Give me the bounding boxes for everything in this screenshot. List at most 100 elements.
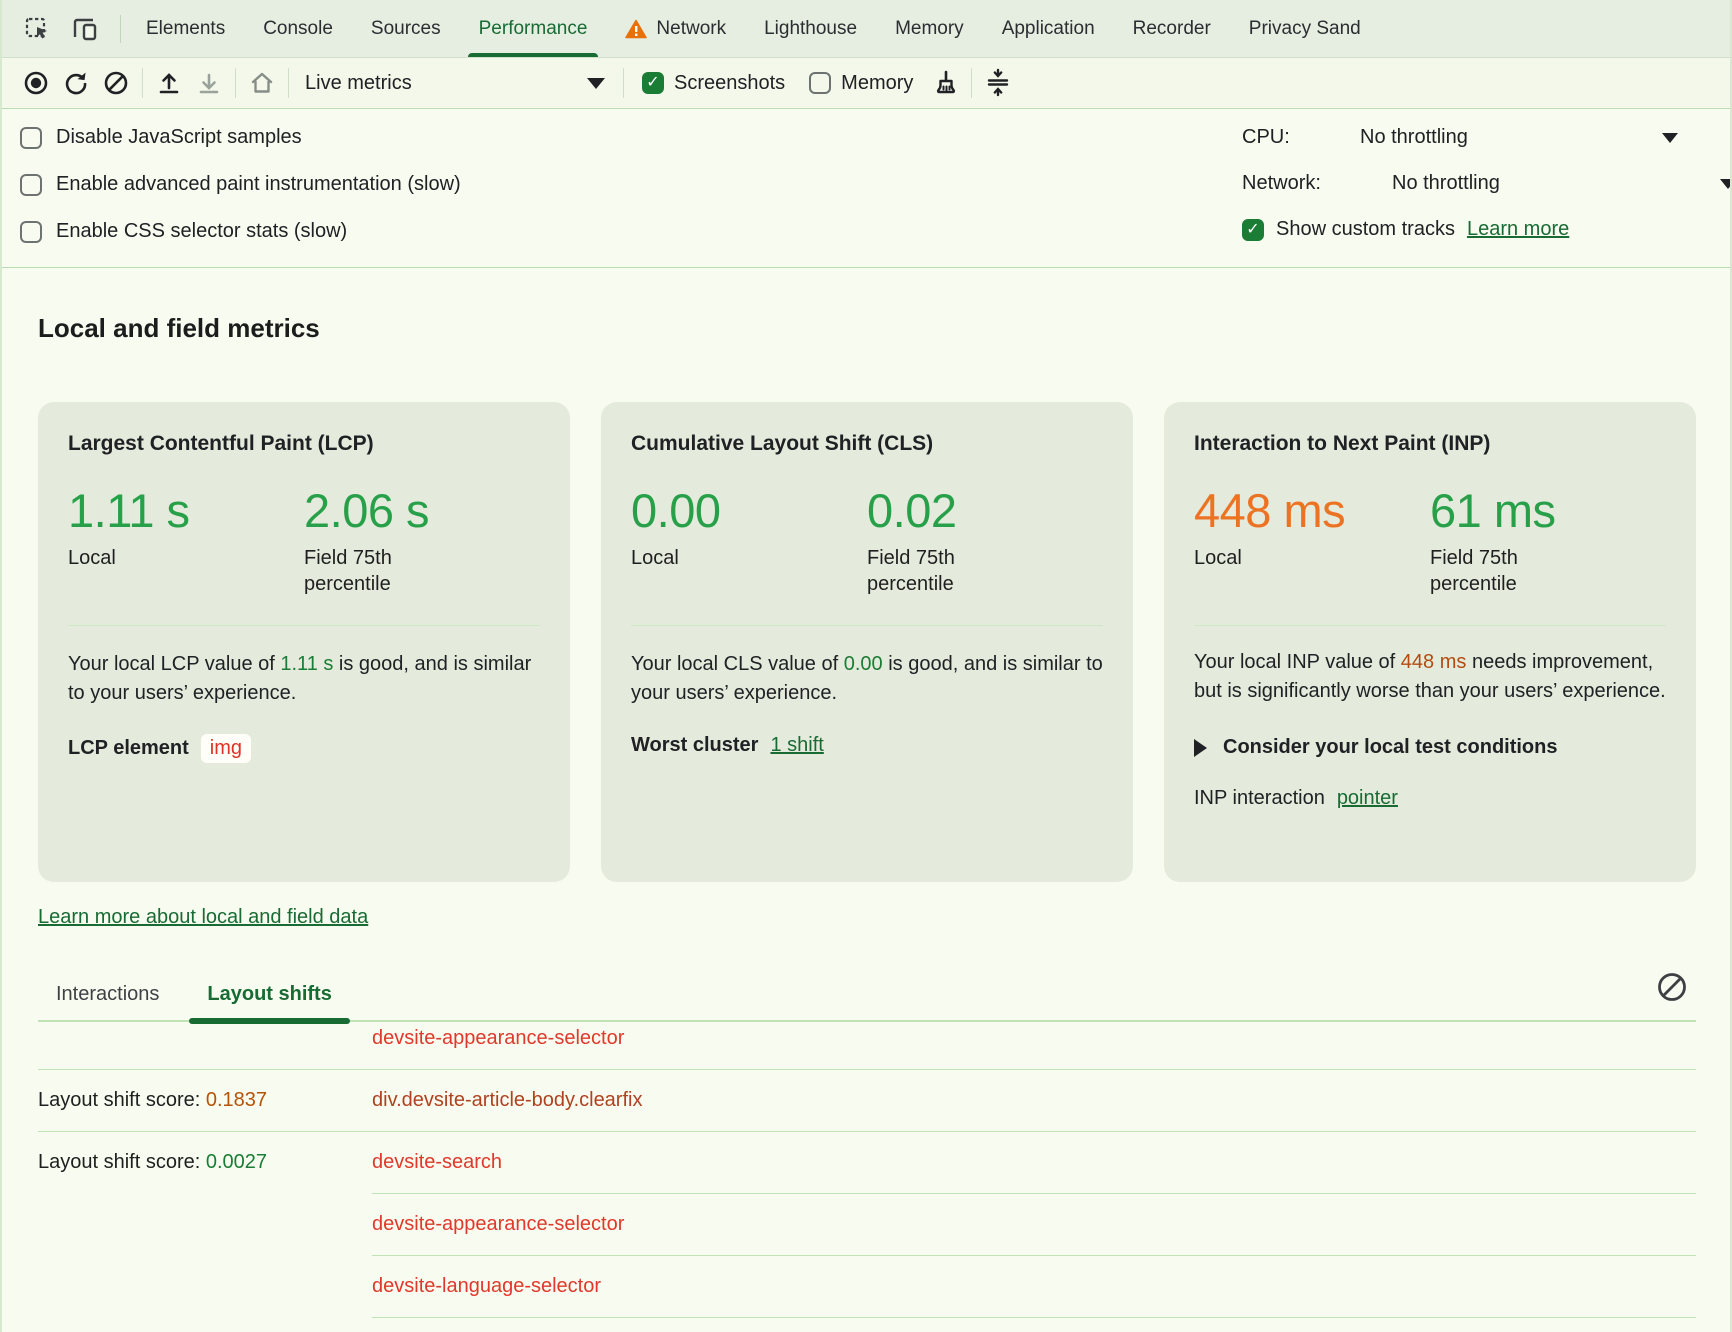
live-metrics-select[interactable]: Live metrics [295,65,617,101]
desc-text: Your local LCP value of [68,653,281,676]
inp-card-title: Interaction to Next Paint (INP) [1194,432,1491,455]
shift-node-link[interactable]: div.devsite-article-body.clearfix [372,1089,643,1111]
score-label: Layout shift score: [38,1089,206,1111]
checkbox-box[interactable] [809,72,832,94]
shift-node-link[interactable]: devsite-language-selector [372,1275,602,1297]
clear-log-icon[interactable] [1656,971,1688,1003]
tab-memory[interactable]: Memory [876,0,983,57]
inp-local-value: 448 ms [1194,484,1346,537]
screenshots-label: Screenshots [674,71,786,94]
live-metrics-view: Local and field metrics Largest Contentf… [2,313,1730,1332]
css-selector-stats-checkbox[interactable]: Enable CSS selector stats (slow) [20,216,461,247]
live-metrics-label: Live metrics [305,71,412,94]
shift-node-link[interactable]: devsite-appearance-selector [372,1213,625,1235]
toolbar-divider [120,14,121,43]
tab-sources[interactable]: Sources [352,0,460,57]
desc-value: 0.00 [843,653,883,676]
disclosure-label: Consider your local test conditions [1223,736,1558,759]
collapse-icon[interactable] [978,65,1018,101]
score-value: 0.1837 [205,1089,268,1111]
dropdown-icon [1662,133,1678,143]
checkbox-box[interactable] [20,126,42,149]
card-divider [631,625,1103,627]
inp-field-label: Field 75th percentile [1430,547,1518,596]
tab-label: Lighthouse [764,17,858,39]
tab-label: Privacy Sand [1248,17,1361,39]
layout-shift-row: Layout shift score: 0.0027 devsite-searc… [38,1132,1696,1193]
lcp-field-label: Field 75th percentile [304,547,392,596]
tab-elements[interactable]: Elements [127,0,244,57]
inp-interaction-link[interactable]: pointer [1336,787,1398,810]
layout-shift-row: devsite-language-selector [38,1256,1696,1317]
tab-label: Console [263,17,333,39]
tab-label: Interactions [56,983,160,1005]
toolbar-divider [623,68,624,98]
screenshots-checkbox[interactable]: Screenshots [642,72,785,95]
tab-recorder[interactable]: Recorder [1114,0,1230,57]
tab-privacy-sandbox[interactable]: Privacy Sand [1230,0,1380,57]
inp-interaction-label: INP interaction [1194,787,1325,810]
learn-more-link[interactable]: Learn more [1466,218,1570,240]
checkbox-box[interactable] [20,220,42,243]
device-toolbar-icon[interactable] [70,11,100,47]
row-divider [372,1193,1696,1194]
tab-label: Performance [478,17,588,39]
show-custom-tracks-checkbox[interactable]: Show custom tracks [1242,218,1455,241]
row-divider [38,1069,1696,1070]
tab-label: Layout shifts [207,983,332,1005]
network-value: No throttling [1392,172,1500,194]
cpu-throttling-select[interactable]: CPU: No throttling [1242,122,1730,153]
advanced-paint-checkbox[interactable]: Enable advanced paint instrumentation (s… [20,169,461,200]
checkbox-box[interactable] [20,173,42,196]
tab-interactions[interactable]: Interactions [54,975,161,1020]
tab-label: Elements [146,17,226,39]
disclosure-icon [1194,738,1207,757]
checkbox-label: Enable CSS selector stats (slow) [56,220,348,242]
cls-card-title: Cumulative Layout Shift (CLS) [631,432,934,455]
tab-label: Sources [370,17,441,39]
devtools-tab-bar: Elements Console Sources Performance Net… [2,0,1730,58]
tab-application[interactable]: Application [983,0,1114,57]
live-metrics-logs: Interactions Layout shifts devsite-appea… [38,973,1696,1332]
home-icon[interactable] [242,65,282,101]
inp-local-label: Local [1194,547,1242,570]
layout-shift-row: Layout shift score: 0.1837 div.devsite-a… [38,1070,1696,1131]
record-icon[interactable] [16,65,56,101]
local-test-conditions-disclosure[interactable]: Consider your local test conditions [1194,736,1666,759]
layout-shift-row: div.devsite-floating-action-buttons [38,1318,1696,1332]
checkbox-box[interactable] [1242,218,1264,241]
inspect-icon[interactable] [22,11,52,47]
tab-performance[interactable]: Performance [460,0,607,57]
performance-toolbar: Live metrics Screenshots Memory [2,58,1730,109]
dropdown-icon [1720,179,1730,189]
warning-icon [625,19,648,39]
show-custom-tracks-label: Show custom tracks [1276,218,1455,240]
learn-more-field-data-link[interactable]: Learn more about local and field data [38,906,369,928]
lcp-local-label: Local [68,547,116,570]
brush-icon[interactable] [925,65,965,101]
worst-cluster-link[interactable]: 1 shift [770,734,824,757]
upload-icon[interactable] [149,65,189,101]
lcp-element-node-link[interactable]: img [200,734,252,764]
checkbox-box[interactable] [642,72,664,94]
download-icon[interactable] [189,65,229,101]
shift-node-link[interactable]: devsite-appearance-selector [372,1027,625,1049]
memory-label: Memory [841,71,914,94]
checkbox-label: Disable JavaScript samples [56,126,302,148]
capture-settings: Disable JavaScript samples Enable advanc… [2,109,1730,268]
network-throttling-select[interactable]: Network: No throttling [1242,168,1730,199]
row-divider [38,1131,1696,1132]
reload-icon[interactable] [56,65,96,101]
tab-network[interactable]: Network [606,0,745,57]
desc-text: is good, and is similar to your users’ e… [631,653,1103,705]
memory-checkbox[interactable]: Memory [809,72,913,95]
tab-layout-shifts[interactable]: Layout shifts [189,975,351,1024]
tab-label: Application [1001,17,1095,39]
tab-lighthouse[interactable]: Lighthouse [745,0,876,57]
worst-cluster-label: Worst cluster [631,734,759,757]
disable-js-samples-checkbox[interactable]: Disable JavaScript samples [20,122,461,153]
block-icon[interactable] [96,65,136,101]
card-divider [1194,625,1666,627]
shift-node-link[interactable]: devsite-search [372,1151,503,1173]
tab-console[interactable]: Console [244,0,352,57]
